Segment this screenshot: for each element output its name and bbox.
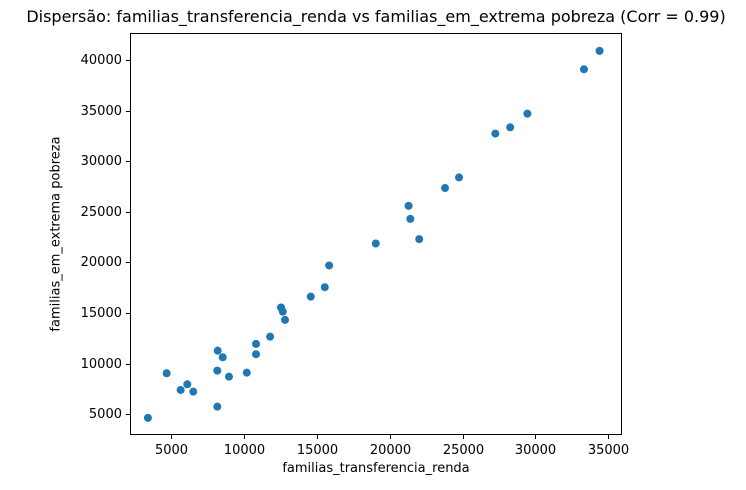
scatter-point	[455, 173, 464, 182]
scatter-point	[213, 346, 222, 355]
scatter-point	[579, 65, 588, 74]
y-tick-label: 35000	[80, 103, 122, 119]
scatter-point	[252, 339, 261, 348]
scatter-point	[406, 214, 415, 223]
chart-title: Dispersão: familias_transferencia_renda …	[26, 7, 726, 26]
scatter-point	[281, 315, 290, 324]
scatter-point	[325, 261, 334, 270]
y-tick-label: 5000	[88, 406, 122, 422]
scatter-point	[404, 201, 413, 210]
scatter-point	[523, 109, 532, 118]
y-tick-label: 40000	[80, 52, 122, 68]
x-tick-label: 10000	[223, 443, 266, 458]
scatter-point	[320, 283, 329, 292]
scatter-point	[491, 129, 500, 138]
y-tick-label: 15000	[80, 305, 122, 321]
scatter-point	[441, 184, 450, 193]
scatter-point	[224, 372, 233, 381]
y-tick-label: 30000	[80, 153, 122, 169]
scatter-point	[371, 239, 380, 248]
x-axis-label: familias_transferencia_renda	[282, 461, 470, 476]
scatter-point	[415, 235, 424, 244]
scatter-point	[252, 350, 261, 359]
scatter-point	[306, 292, 315, 301]
scatter-point	[213, 402, 222, 411]
scatter-point	[176, 385, 185, 394]
scatter-point	[506, 123, 515, 132]
scatter-point	[162, 369, 171, 378]
x-tick-label: 15000	[296, 443, 339, 458]
y-tick-label: 10000	[80, 356, 122, 372]
scatter-point	[266, 332, 275, 341]
scatter-point	[189, 387, 198, 396]
scatter-point	[143, 413, 152, 422]
x-tick-label: 35000	[587, 443, 630, 458]
axes-spines	[130, 33, 622, 435]
y-tick-label: 20000	[80, 254, 122, 270]
scatter-point	[595, 46, 604, 55]
scatter-point	[183, 380, 192, 389]
x-tick-label: 20000	[369, 443, 412, 458]
scatter-point	[242, 368, 251, 377]
scatter-point	[218, 353, 227, 362]
scatter-point	[278, 307, 287, 316]
scatter-point	[213, 366, 222, 375]
x-tick-label: 30000	[514, 443, 557, 458]
y-tick-label: 25000	[80, 204, 122, 220]
y-axis-label: familias_em_extrema pobreza	[48, 136, 64, 332]
x-tick-label: 5000	[154, 443, 189, 458]
x-tick-label: 25000	[442, 443, 485, 458]
